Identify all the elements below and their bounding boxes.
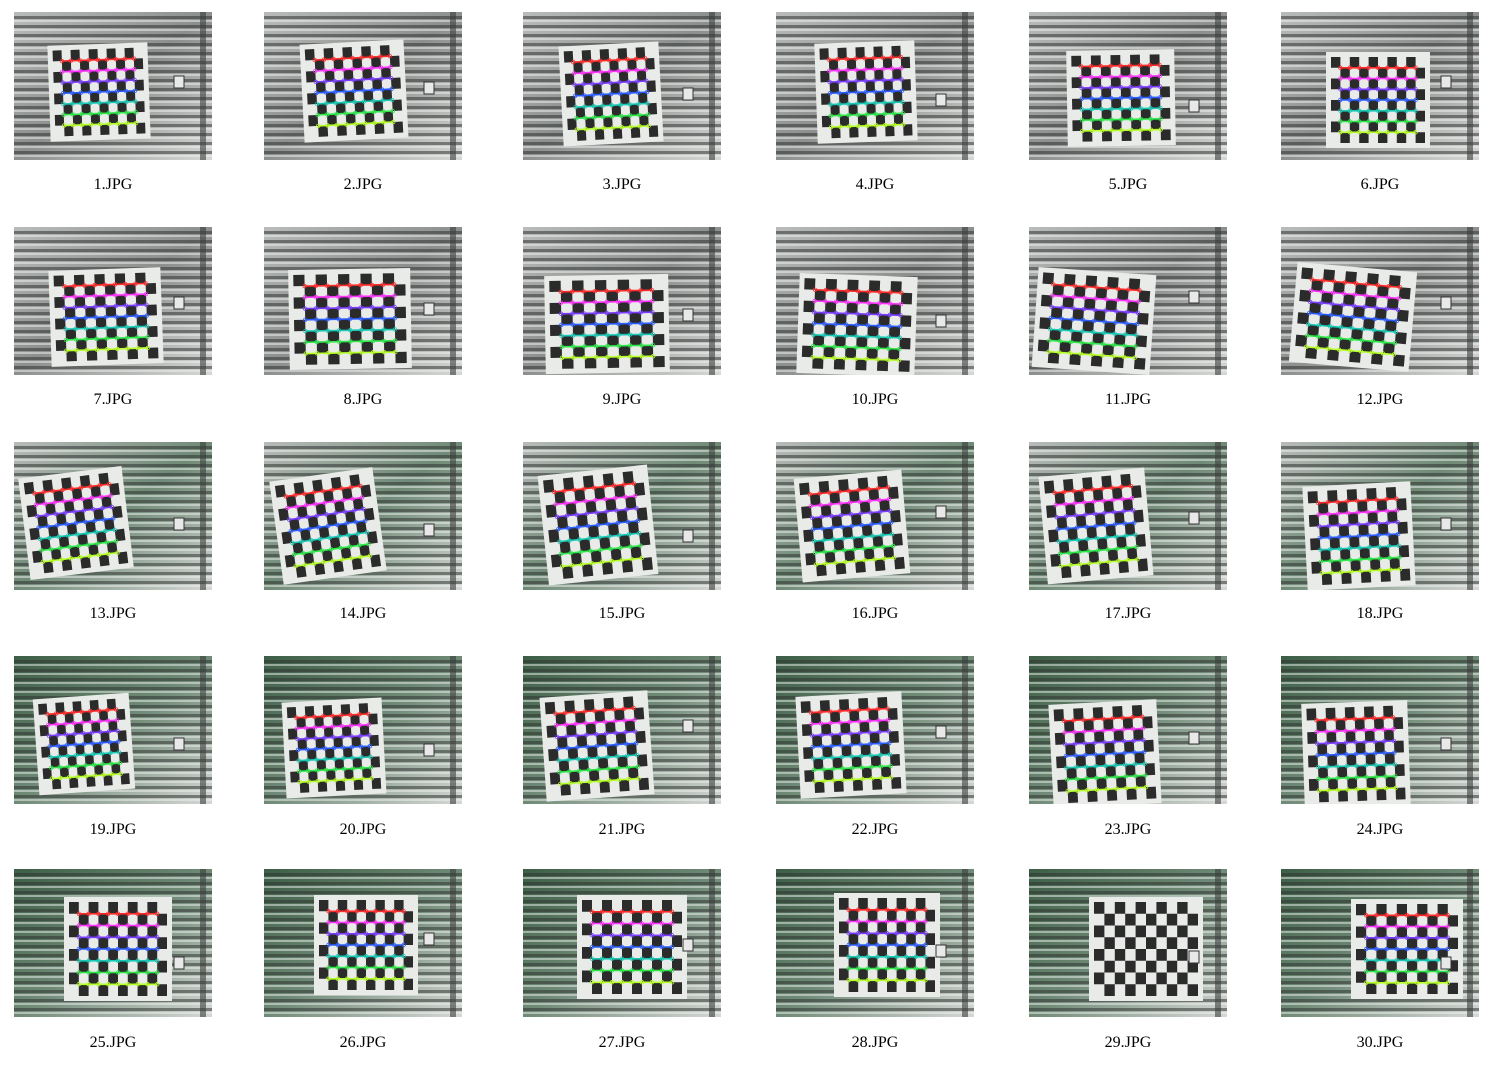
calibration-photo: [1281, 442, 1479, 590]
image-caption: 13.JPG: [89, 605, 137, 622]
image-cell: 18.JPG: [1281, 442, 1479, 628]
calibration-photo: [776, 227, 974, 375]
image-caption: 5.JPG: [1108, 176, 1148, 193]
image-caption: 17.JPG: [1104, 605, 1152, 622]
image-caption: 3.JPG: [602, 176, 642, 193]
calibration-photo: [1029, 227, 1227, 375]
image-cell: 16.JPG: [776, 442, 974, 628]
image-caption: 1.JPG: [93, 176, 133, 193]
calibration-photo: [523, 442, 721, 590]
image-cell: 23.JPG: [1029, 656, 1227, 844]
image-caption: 19.JPG: [89, 821, 137, 838]
calibration-photo: [14, 656, 212, 804]
image-caption: 26.JPG: [339, 1034, 387, 1051]
image-caption: 8.JPG: [343, 391, 383, 408]
calibration-photo: [264, 442, 462, 590]
image-caption: 23.JPG: [1104, 821, 1152, 838]
calibration-photo: [1281, 656, 1479, 804]
image-caption: 20.JPG: [339, 821, 387, 838]
calibration-photo: [1029, 12, 1227, 160]
image-cell: 17.JPG: [1029, 442, 1227, 628]
image-cell: 9.JPG: [523, 227, 721, 414]
image-caption: 22.JPG: [851, 821, 899, 838]
image-cell: 21.JPG: [523, 656, 721, 844]
calibration-photo: [1029, 869, 1227, 1017]
image-caption: 7.JPG: [93, 391, 133, 408]
calibration-photo: [776, 869, 974, 1017]
image-cell: 10.JPG: [776, 227, 974, 414]
image-caption: 27.JPG: [598, 1034, 646, 1051]
image-cell: 13.JPG: [14, 442, 212, 628]
image-caption: 21.JPG: [598, 821, 646, 838]
calibration-photo: [776, 656, 974, 804]
calibration-photo: [264, 869, 462, 1017]
calibration-photo: [1029, 656, 1227, 804]
calibration-photo: [1281, 869, 1479, 1017]
image-caption: 10.JPG: [851, 391, 899, 408]
image-caption: 11.JPG: [1104, 391, 1152, 408]
image-cell: 26.JPG: [264, 869, 462, 1057]
image-caption: 29.JPG: [1104, 1034, 1152, 1051]
image-caption: 25.JPG: [89, 1034, 137, 1051]
image-cell: 7.JPG: [14, 227, 212, 414]
image-cell: 20.JPG: [264, 656, 462, 844]
image-cell: 3.JPG: [523, 12, 721, 199]
image-caption: 12.JPG: [1356, 391, 1404, 408]
calibration-photo: [14, 12, 212, 160]
calibration-photo: [523, 656, 721, 804]
calibration-photo: [14, 869, 212, 1017]
image-cell: 5.JPG: [1029, 12, 1227, 199]
calibration-photo: [1281, 12, 1479, 160]
calibration-photo: [14, 227, 212, 375]
calibration-photo: [264, 227, 462, 375]
calibration-photo: [14, 442, 212, 590]
image-cell: 1.JPG: [14, 12, 212, 199]
calibration-photo: [523, 869, 721, 1017]
calibration-photo: [523, 227, 721, 375]
image-caption: 24.JPG: [1356, 821, 1404, 838]
calibration-photo: [264, 656, 462, 804]
image-cell: 11.JPG: [1029, 227, 1227, 414]
image-cell: 28.JPG: [776, 869, 974, 1057]
image-caption: 6.JPG: [1360, 176, 1400, 193]
image-cell: 19.JPG: [14, 656, 212, 844]
calibration-photo: [523, 12, 721, 160]
image-cell: 2.JPG: [264, 12, 462, 199]
calibration-photo: [1029, 442, 1227, 590]
image-caption: 4.JPG: [855, 176, 895, 193]
calibration-photo: [1281, 227, 1479, 375]
image-cell: 6.JPG: [1281, 12, 1479, 199]
image-cell: 29.JPG: [1029, 869, 1227, 1057]
image-cell: 8.JPG: [264, 227, 462, 414]
image-cell: 25.JPG: [14, 869, 212, 1057]
image-caption: 15.JPG: [598, 605, 646, 622]
image-caption: 16.JPG: [851, 605, 899, 622]
calibration-photo: [264, 12, 462, 160]
image-caption: 14.JPG: [339, 605, 387, 622]
calibration-photo: [776, 442, 974, 590]
image-caption: 18.JPG: [1356, 605, 1404, 622]
image-caption: 9.JPG: [602, 391, 642, 408]
image-caption: 30.JPG: [1356, 1034, 1404, 1051]
image-cell: 30.JPG: [1281, 869, 1479, 1057]
image-caption: 28.JPG: [851, 1034, 899, 1051]
image-cell: 4.JPG: [776, 12, 974, 199]
image-cell: 24.JPG: [1281, 656, 1479, 844]
calibration-photo: [776, 12, 974, 160]
image-cell: 15.JPG: [523, 442, 721, 628]
image-cell: 14.JPG: [264, 442, 462, 628]
image-cell: 27.JPG: [523, 869, 721, 1057]
image-cell: 22.JPG: [776, 656, 974, 844]
image-caption: 2.JPG: [343, 176, 383, 193]
image-cell: 12.JPG: [1281, 227, 1479, 414]
